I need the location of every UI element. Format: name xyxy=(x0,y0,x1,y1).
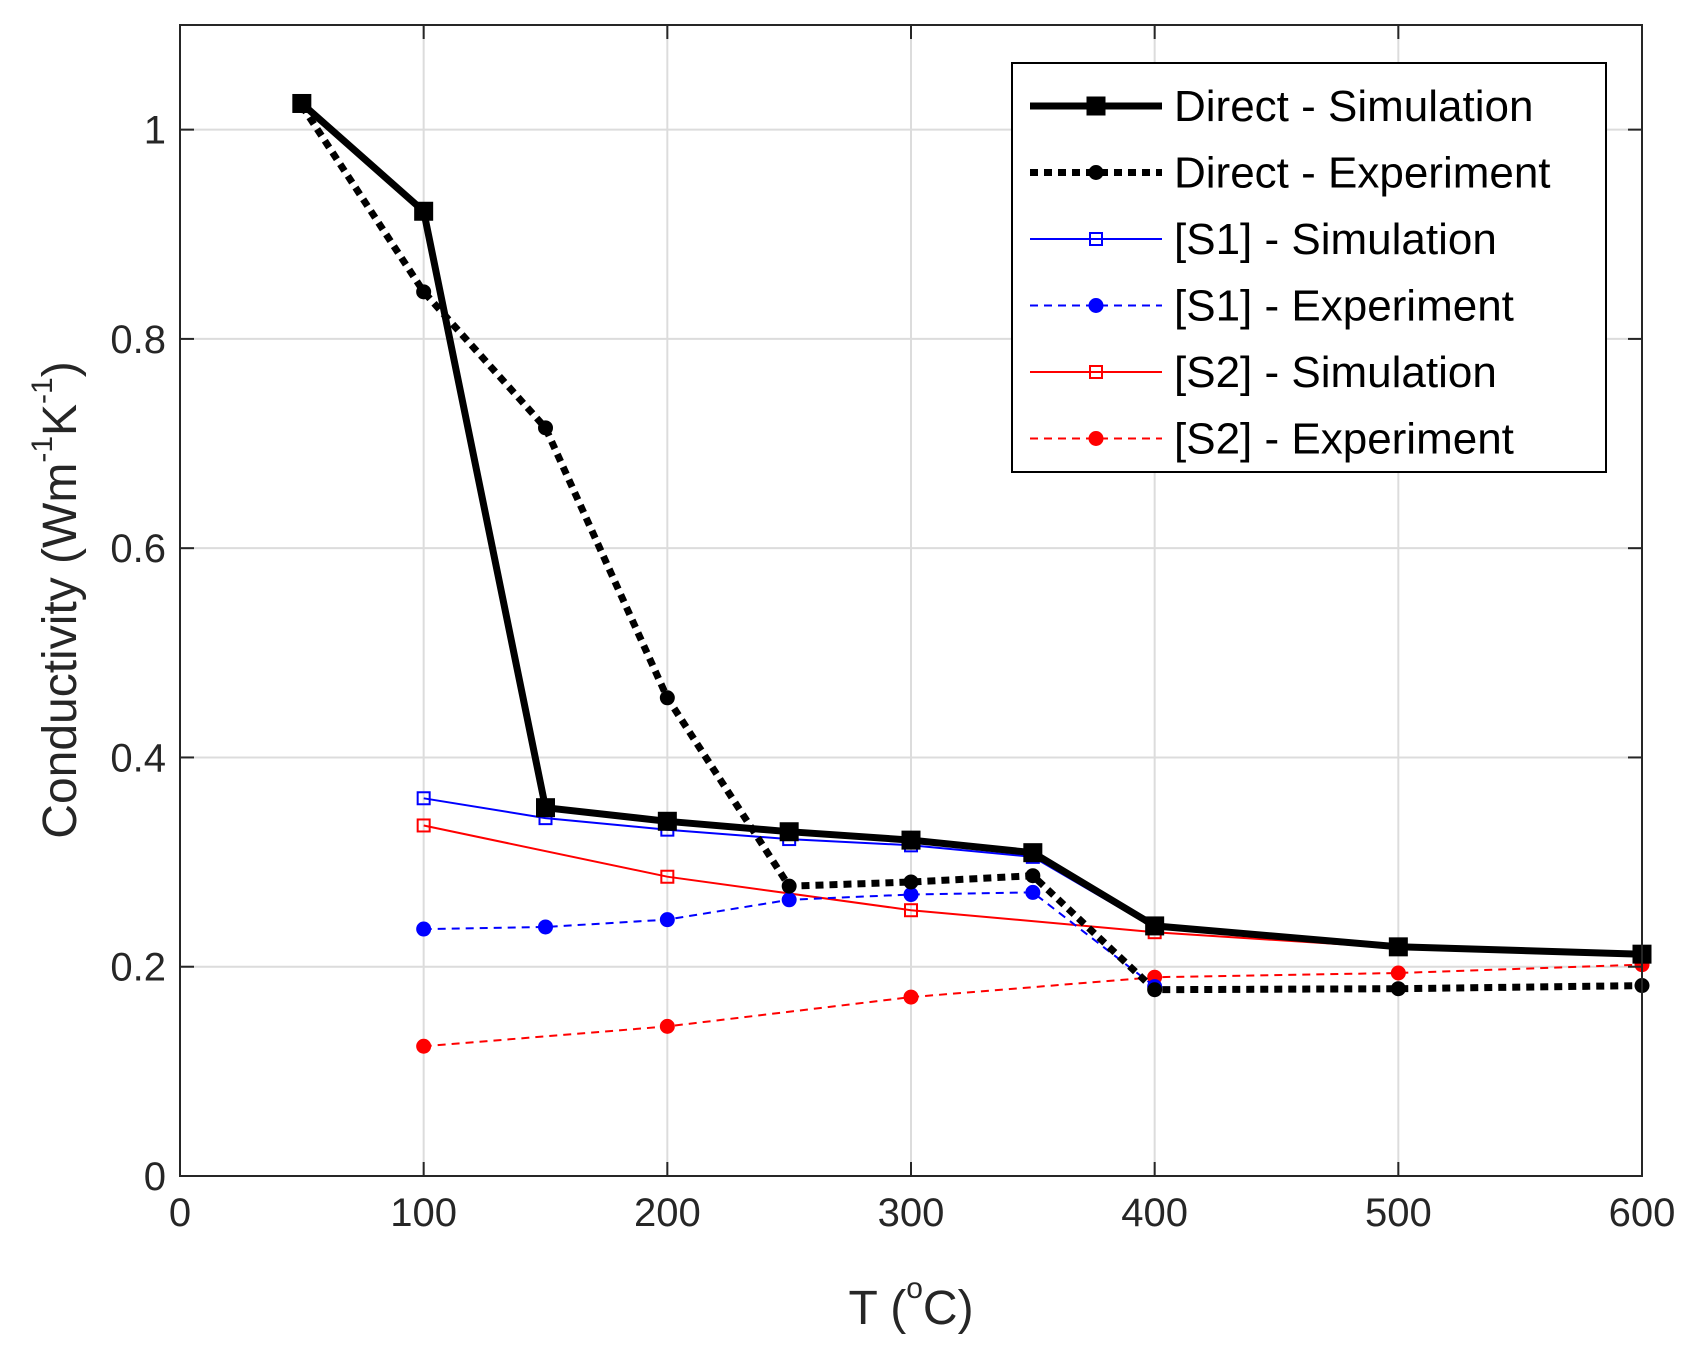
legend-marker xyxy=(1088,165,1104,180)
data-point xyxy=(414,201,434,221)
y-axis-title-part: ) xyxy=(34,361,87,377)
legend: Direct - Simulation Direct - Experiment [S… xyxy=(1011,62,1607,473)
series-line xyxy=(298,103,1643,994)
ticks xyxy=(179,25,1643,1177)
x-tick-label: 500 xyxy=(1365,1191,1432,1235)
y-tick-label: 0 xyxy=(144,1155,166,1199)
legend-label: [S1] - Experiment xyxy=(1174,282,1514,331)
data-point xyxy=(1390,981,1406,997)
data-point xyxy=(1025,884,1041,900)
data-point xyxy=(536,798,555,818)
data-point xyxy=(660,869,675,884)
y-axis-title-part: Conductivity (Wm xyxy=(34,463,87,839)
data-point xyxy=(779,822,799,842)
data-point xyxy=(1147,982,1163,998)
data-point xyxy=(781,892,797,908)
legend-entry: [S2] - Experiment xyxy=(1030,415,1514,464)
data-point xyxy=(903,989,919,1005)
y-tick-label: 0.8 xyxy=(110,318,166,362)
data-point xyxy=(904,903,918,918)
data-point xyxy=(416,921,432,937)
legend-entry: [S1] - Experiment xyxy=(1030,282,1514,331)
legend-label: [S2] - Simulation xyxy=(1174,348,1497,397)
y-tick-label: 0.4 xyxy=(110,736,166,780)
x-axis-title-degree: o xyxy=(906,1272,923,1305)
data-point xyxy=(659,690,675,706)
legend-entry: [S2] - Simulation xyxy=(1030,348,1497,397)
legend-box xyxy=(1011,62,1607,473)
data-point xyxy=(416,818,431,833)
data-point xyxy=(416,791,431,806)
data-point xyxy=(659,912,675,928)
data-point xyxy=(657,811,677,831)
series-line xyxy=(423,963,1643,1048)
legend-label: [S2] - Experiment xyxy=(1174,415,1514,464)
y-axis-title-superscript: -1 xyxy=(26,436,59,463)
series-layer xyxy=(292,93,1652,1054)
x-tick-label: 300 xyxy=(878,1191,945,1235)
y-axis-title-part: K xyxy=(34,404,87,436)
y-tick-label: 0.6 xyxy=(110,527,166,571)
x-tick-label: 0 xyxy=(169,1191,191,1235)
data-point xyxy=(538,420,553,436)
x-axis-title-unit: C) xyxy=(923,1282,974,1335)
legend-marker xyxy=(1089,365,1103,379)
legend-label: Direct - Simulation xyxy=(1174,82,1533,131)
data-point xyxy=(903,874,919,890)
series-line xyxy=(299,100,1643,958)
y-axis-title: Conductivity (Wm-1K-1) xyxy=(26,361,87,838)
x-tick-label: 600 xyxy=(1609,1191,1676,1235)
x-tick-label: 200 xyxy=(634,1191,701,1235)
legend-marker xyxy=(1088,298,1104,313)
data-point xyxy=(1390,965,1406,981)
data-point xyxy=(292,93,312,113)
series-6 xyxy=(416,957,1650,1054)
data-point xyxy=(1023,843,1043,863)
y-tick-label: 1 xyxy=(144,109,166,153)
data-point xyxy=(901,830,921,850)
legend-label: [S1] - Simulation xyxy=(1174,215,1497,264)
x-axis-title-main: T ( xyxy=(848,1282,906,1335)
y-tick-labels: 0 0.2 0.4 0.6 0.8 1 xyxy=(110,109,166,1199)
x-axis-title: T (oC) xyxy=(848,1272,973,1335)
legend-marker xyxy=(1086,96,1106,116)
y-tick-label: 0.2 xyxy=(110,946,166,990)
data-point xyxy=(1388,937,1408,957)
data-point xyxy=(781,878,797,894)
legend-entry: [S1] - Simulation xyxy=(1030,215,1497,264)
series-4 xyxy=(416,884,1163,995)
series-2 xyxy=(294,98,1650,998)
data-point xyxy=(1025,868,1041,884)
x-tick-label: 400 xyxy=(1121,1191,1188,1235)
legend-entries: Direct - Simulation Direct - Experiment [S… xyxy=(1030,82,1551,464)
legend-label: Direct - Experiment xyxy=(1174,149,1551,198)
series-1 xyxy=(292,93,1652,964)
data-point xyxy=(659,1018,675,1034)
y-axis-title-superscript: -1 xyxy=(26,377,59,404)
data-point xyxy=(1145,916,1165,936)
legend-marker xyxy=(1088,431,1104,446)
legend-entry: Direct - Simulation xyxy=(1030,82,1533,131)
data-point xyxy=(416,284,432,300)
data-point xyxy=(538,919,553,935)
x-tick-labels: 0 100 200 300 400 500 600 xyxy=(169,1191,1676,1235)
data-point xyxy=(416,1038,432,1054)
legend-entry: Direct - Experiment xyxy=(1030,149,1551,198)
data-point xyxy=(903,887,919,903)
x-tick-label: 100 xyxy=(390,1191,457,1235)
legend-marker xyxy=(1089,232,1103,246)
